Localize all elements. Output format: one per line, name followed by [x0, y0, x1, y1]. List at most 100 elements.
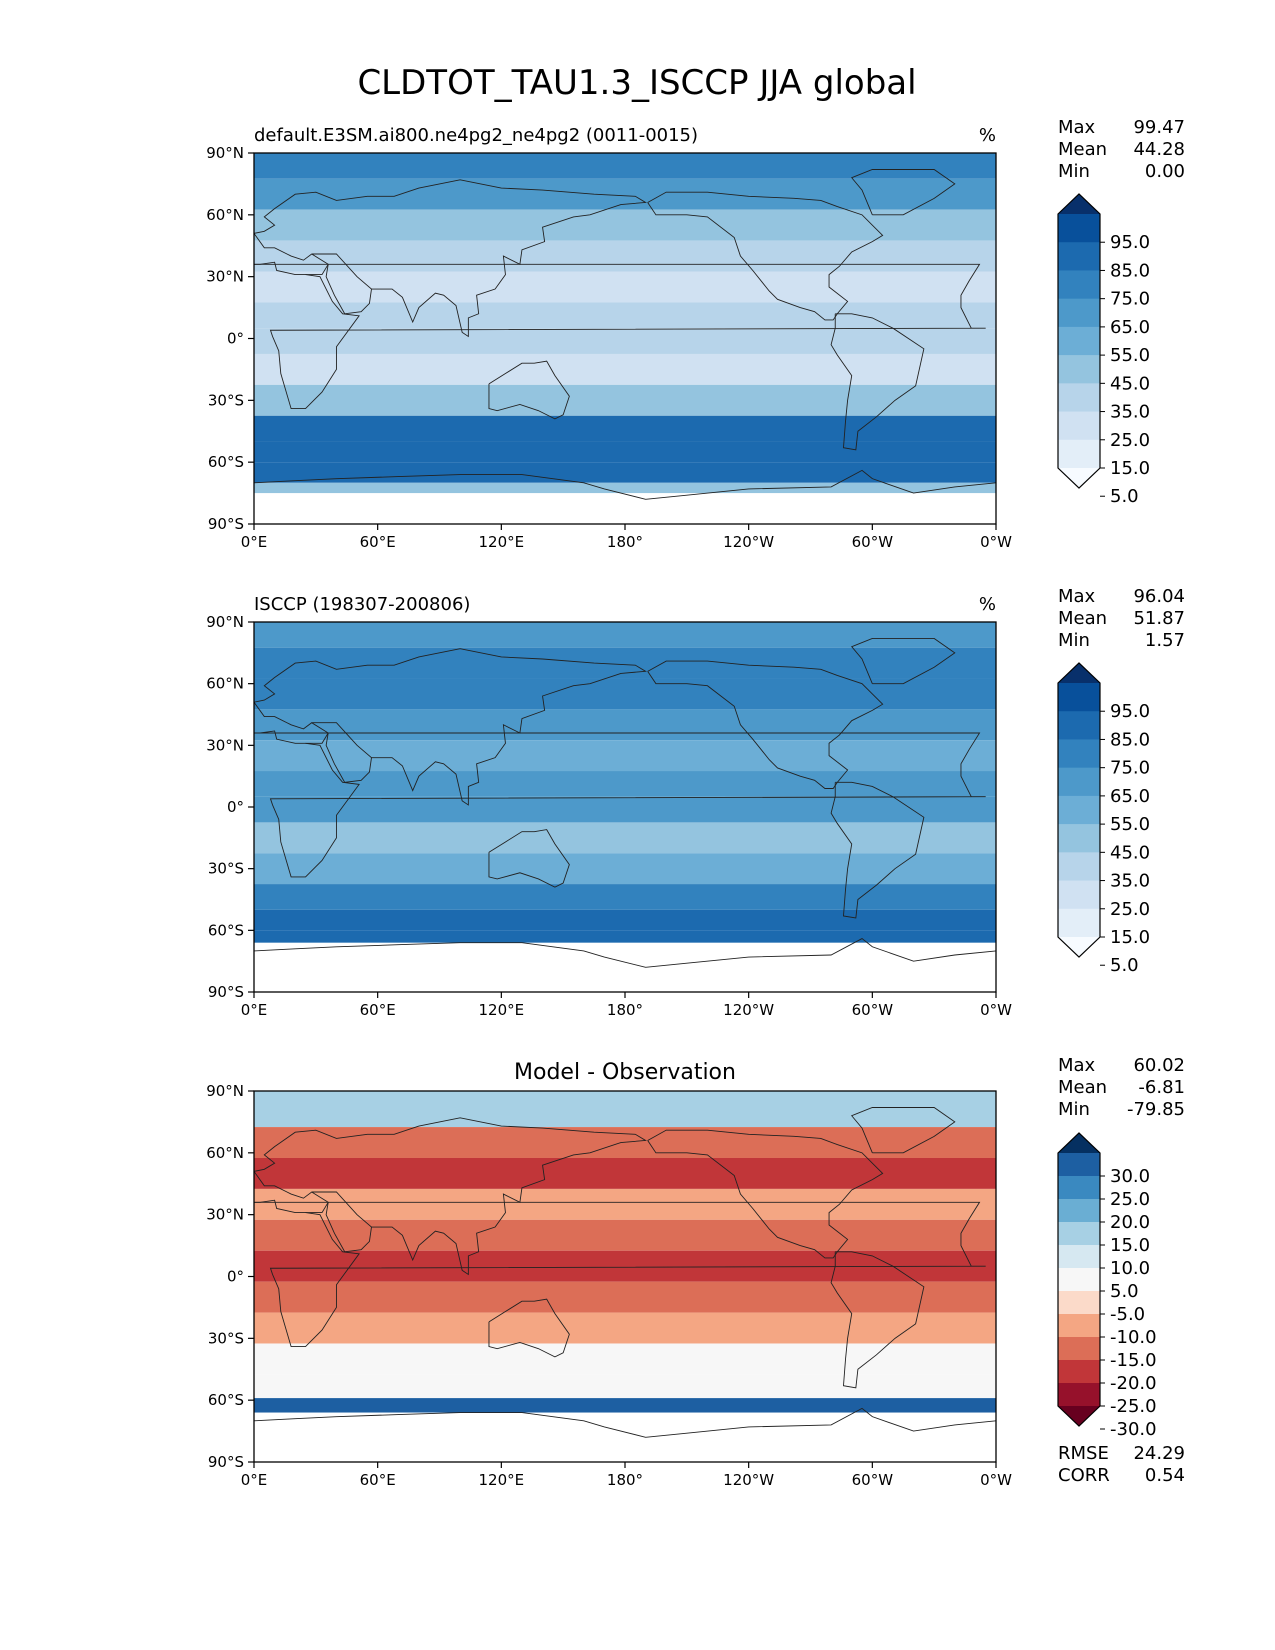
x-tick-label: 60°E [360, 533, 396, 551]
field-band [254, 209, 996, 241]
colorbar-tick-label: 85.0 [1110, 729, 1150, 750]
colorbar-tick-label: 20.0 [1110, 1212, 1150, 1233]
field-band [254, 853, 996, 885]
coastline [253, 648, 648, 806]
colorbar-tick-label: 85.0 [1110, 260, 1150, 281]
colorbar-extension-top [1058, 663, 1100, 683]
colorbar-tick-label: 45.0 [1110, 373, 1150, 394]
panel-units: % [979, 594, 996, 615]
coastlines [253, 169, 997, 500]
x-tick-label: 0°W [980, 1001, 1012, 1019]
coastline [253, 179, 648, 338]
panel-title: default.E3SM.ai800.ne4pg2_ne4pg2 (0011-0… [254, 125, 698, 146]
colorbar: 95.0 85.0 75.0 65.0 55.0 45.0 35.0 25.0 15.0 5.0 [1057, 662, 1150, 976]
colorbar: 95.0 85.0 75.0 65.0 55.0 45.0 35.0 25.0 15.0 5.0 [1057, 193, 1150, 507]
x-tick-label: 180° [607, 1001, 643, 1019]
y-tick-label: 0° [227, 798, 244, 816]
colorbar-segment [1058, 795, 1100, 825]
coastline [253, 1117, 648, 1276]
x-tick-label: 0°E [241, 1471, 268, 1489]
stat-value: 51.87 [1133, 608, 1185, 629]
y-tick-label: 30°N [206, 1206, 244, 1224]
coastline [488, 1298, 570, 1358]
colorbar-segment [1058, 852, 1100, 882]
stat-value: -79.85 [1127, 1099, 1185, 1120]
x-tick-label: 120°E [479, 533, 525, 551]
stat-label: Min [1058, 161, 1090, 182]
field-band [254, 1157, 996, 1189]
colorbar-tick-label: -25.0 [1110, 1396, 1157, 1417]
field-band [254, 271, 996, 303]
coastline [311, 253, 372, 315]
panels: 0°E 60°E 120°E 180° 120°W 60°W 0°W 90°N 60°N 30°N… [206, 117, 1185, 1489]
colorbar-segment [1058, 1360, 1100, 1384]
panel-title: Model - Observation [514, 1060, 736, 1085]
colorbar-tick-label: 75.0 [1110, 758, 1150, 779]
stat-value: 0.00 [1145, 161, 1185, 182]
stat-value: 60.02 [1133, 1055, 1185, 1076]
x-tick-label: 60°W [852, 533, 894, 551]
colorbar-segment [1058, 1245, 1100, 1269]
field-bands [254, 622, 996, 943]
y-axis: 90°N 60°N 30°N 0° 30°S 60°S 90°S [206, 613, 254, 1001]
y-tick-label: 90°S [208, 983, 244, 1001]
x-axis: 0°E 60°E 120°E 180° 120°W 60°W 0°W [241, 1462, 1012, 1489]
stat-value: 99.47 [1133, 117, 1185, 138]
field-band [254, 909, 996, 931]
colorbar-extension-top [1058, 1133, 1100, 1153]
colorbar-tick-label: 65.0 [1110, 786, 1150, 807]
field-band [254, 415, 996, 442]
field-band [254, 240, 996, 272]
coastline [647, 660, 884, 789]
colorbar-tick-label: -20.0 [1110, 1373, 1157, 1394]
coastline [850, 169, 956, 216]
field-band [254, 441, 996, 463]
field-band [254, 740, 996, 772]
y-tick-label: 30°S [208, 1329, 244, 1347]
x-tick-label: 60°E [360, 1471, 396, 1489]
coastlines [253, 637, 997, 968]
field-band [254, 678, 996, 710]
y-tick-label: 30°N [206, 736, 244, 754]
colorbar-segment [1058, 824, 1100, 853]
coastline [254, 263, 986, 410]
field-bands [254, 1091, 996, 1413]
colorbar-tick-label: -30.0 [1110, 1419, 1157, 1440]
colorbar-tick-label: 55.0 [1110, 345, 1150, 366]
field-band [254, 709, 996, 741]
field-band [254, 822, 996, 854]
colorbar-segment [1058, 767, 1100, 797]
stats-block: Max 99.47 Mean 44.28 Min 0.00 [1058, 117, 1185, 182]
y-tick-label: 60°S [208, 1391, 244, 1409]
field-band [254, 1188, 996, 1220]
colorbar-segment [1058, 298, 1100, 328]
colorbar-tick-label: 75.0 [1110, 289, 1150, 310]
metric-label: RMSE [1058, 1443, 1109, 1464]
field-band [254, 1219, 996, 1251]
y-axis: 90°N 60°N 30°N 0° 30°S 60°S 90°S [206, 144, 254, 533]
field-band [254, 353, 996, 385]
field-band [254, 771, 996, 797]
field-band [254, 153, 996, 179]
x-tick-label: 120°W [723, 533, 774, 551]
x-tick-label: 180° [607, 533, 643, 551]
colorbar-segment [1058, 1268, 1100, 1292]
colorbar-tick-label: -15.0 [1110, 1350, 1157, 1371]
y-tick-label: 90°S [208, 1453, 244, 1471]
colorbar-segment [1058, 242, 1100, 271]
coastline [647, 191, 884, 321]
x-tick-label: 60°W [852, 1001, 894, 1019]
colorbar-tick-label: 35.0 [1110, 871, 1150, 892]
stat-label: Mean [1058, 1077, 1107, 1098]
stat-value: 44.28 [1133, 139, 1185, 160]
y-tick-label: 60°N [206, 206, 244, 224]
colorbar-tick-label: 5.0 [1110, 955, 1139, 976]
field-band [254, 178, 996, 210]
x-tick-label: 120°E [479, 1001, 525, 1019]
stat-label: Min [1058, 1099, 1090, 1120]
y-axis: 90°N 60°N 30°N 0° 30°S 60°S 90°S [206, 1082, 254, 1471]
field-band [254, 1281, 996, 1313]
field-band [254, 462, 996, 483]
coastline [253, 469, 997, 500]
